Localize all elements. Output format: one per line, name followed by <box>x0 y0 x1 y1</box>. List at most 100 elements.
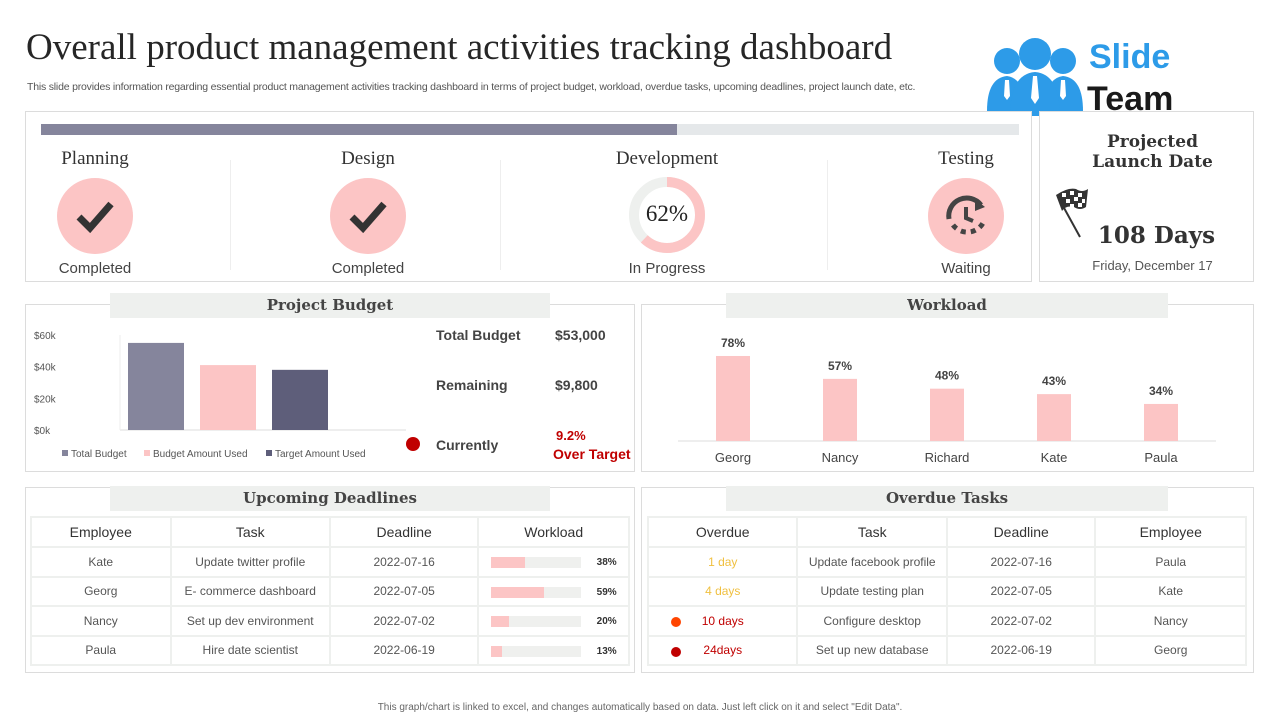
workload-percent: 59% <box>596 586 617 598</box>
table-row: 10 days Configure desktop 2022-07-02 Nancy <box>646 605 1247 637</box>
task-cell: Set up new database <box>796 634 948 666</box>
budget-current-value: 9.2% <box>556 428 586 443</box>
overdue-cell: 24days <box>646 634 799 666</box>
overall-progress-fill <box>41 124 677 135</box>
launch-title-1: Projected <box>1107 132 1198 152</box>
progress-percent: 62% <box>645 201 689 226</box>
launch-days: 108 Days <box>1097 222 1216 249</box>
checkered-flag-icon <box>1056 188 1088 238</box>
workload-bar-fill <box>490 616 509 628</box>
stage-status: Waiting <box>941 260 991 277</box>
workload-bar <box>823 378 857 441</box>
deadline-cell: 2022-07-05 <box>945 575 1097 607</box>
overall-progress-bar <box>41 124 1019 135</box>
workload-bar <box>490 616 581 628</box>
column-header: Task <box>169 516 331 548</box>
workload-percent: 20% <box>596 616 617 628</box>
overdue-cell: 1 day <box>646 546 799 578</box>
budget-bar <box>128 342 184 430</box>
employee-cell: Paula <box>1094 546 1247 578</box>
footer-note: This graph/chart is linked to excel, and… <box>377 702 903 713</box>
stat-value: $9,800 <box>555 377 598 393</box>
task-cell: Set up dev environment <box>169 605 331 637</box>
budget-stat-remaining: Remaining $9,800 <box>436 377 598 393</box>
table-row: 24days Set up new database 2022-06-19 Georg <box>646 634 1247 666</box>
workload-cell: 13% <box>477 634 630 666</box>
stage-status: Completed <box>58 260 132 277</box>
table-row: Paula Hire date scientist 2022-06-19 13% <box>30 634 630 666</box>
severity-dot-icon <box>671 617 681 627</box>
legend-label: Total Budget <box>71 449 127 460</box>
column-header: Deadline <box>328 516 480 548</box>
employee-cell: Kate <box>1094 575 1247 607</box>
budget-stat-total: Total Budget $53,000 <box>436 327 606 343</box>
x-tick-label: Kate <box>1041 450 1068 465</box>
employee-cell: Paula <box>30 634 172 666</box>
overdue-value: 4 days <box>705 584 741 599</box>
data-label: 43% <box>1042 374 1066 388</box>
data-label: 48% <box>935 369 959 383</box>
table-row: Kate Update twitter profile 2022-07-16 38% <box>30 546 630 578</box>
launch-title-2: Launch Date <box>1092 152 1213 172</box>
task-cell: Configure desktop <box>796 605 948 637</box>
status-dot-icon <box>406 437 420 451</box>
team-people-icon <box>987 38 1083 116</box>
launch-date: Friday, December 17 <box>1092 258 1213 273</box>
task-cell: E- commerce dashboard <box>169 575 331 607</box>
stage-name: Design <box>341 148 395 169</box>
y-tick-label: $40k <box>34 363 57 374</box>
check-icon <box>57 178 133 254</box>
stage-name: Planning <box>61 148 129 169</box>
deadline-cell: 2022-07-16 <box>328 546 480 578</box>
y-tick-label: $60k <box>34 331 57 342</box>
deadlines-table: Employee Task Deadline Workload Kate Upda… <box>30 516 630 666</box>
table-row: 4 days Update testing plan 2022-07-05 Kate <box>646 575 1247 607</box>
table-row: Nancy Set up dev environment 2022-07-02 20% <box>30 605 630 637</box>
employee-cell: Nancy <box>30 605 172 637</box>
workload-percent: 38% <box>596 557 617 569</box>
workload-bar <box>716 355 750 441</box>
overdue-value: 1 day <box>708 554 738 569</box>
task-cell: Update twitter profile <box>169 546 331 578</box>
stage-planning: Planning Completed <box>5 148 185 277</box>
table-row: 1 day Update facebook profile 2022-07-16 Pa… <box>646 546 1247 578</box>
x-tick-label: Nancy <box>822 450 859 465</box>
page-subtitle: This slide provides information regardin… <box>27 81 916 93</box>
deadline-cell: 2022-07-02 <box>945 605 1097 637</box>
launch-date-panel: Projected Launch Date 108 Days Friday, D… <box>1039 111 1254 282</box>
workload-cell: 38% <box>477 546 630 578</box>
overdue-table: Overdue Task Deadline Employee 1 day Upda… <box>646 516 1247 666</box>
upcoming-deadlines-heading: Upcoming Deadlines <box>110 486 550 511</box>
stage-development: Development 62% In Progress <box>577 148 757 277</box>
overdue-value: 10 days <box>701 613 744 628</box>
severity-dot-icon <box>671 646 681 657</box>
clock-rotate-icon <box>928 178 1004 254</box>
deadline-cell: 2022-07-05 <box>328 575 480 607</box>
legend-label: Budget Amount Used <box>153 449 248 460</box>
budget-bar-chart: $0k $20k $40k $60k Total Budget Budget Amount… <box>34 331 406 460</box>
stat-value: $53,000 <box>555 327 606 343</box>
x-tick-label: Paula <box>1144 450 1178 465</box>
data-label: 57% <box>828 359 852 373</box>
column-header: Overdue <box>646 516 799 548</box>
employee-cell: Georg <box>30 575 172 607</box>
slideteam-logo: Slide Team <box>985 36 1175 118</box>
budget-bar <box>200 365 256 430</box>
workload-percent: 13% <box>596 645 617 657</box>
workload-bar-fill <box>490 645 503 657</box>
stage-name: Testing <box>938 148 994 169</box>
data-label: 34% <box>1149 384 1173 398</box>
column-header: Task <box>796 516 948 548</box>
overdue-tasks-heading: Overdue Tasks <box>726 486 1168 511</box>
table-header-row: Employee Task Deadline Workload <box>30 516 630 548</box>
stage-status: Completed <box>331 260 405 277</box>
progress-donut: 62% <box>628 176 706 254</box>
task-cell: Update facebook profile <box>796 546 948 578</box>
deadline-cell: 2022-06-19 <box>945 634 1097 666</box>
y-tick-label: $0k <box>34 426 51 437</box>
workload-bar <box>490 586 581 598</box>
column-header: Deadline <box>945 516 1097 548</box>
column-header: Employee <box>1094 516 1247 548</box>
employee-cell: Nancy <box>1094 605 1247 637</box>
employee-cell: Kate <box>30 546 172 578</box>
